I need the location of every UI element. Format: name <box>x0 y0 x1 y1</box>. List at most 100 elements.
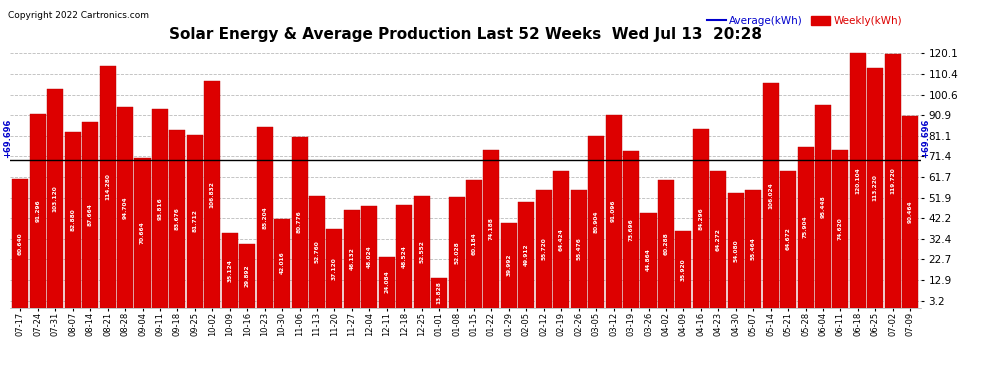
Bar <box>728 193 743 308</box>
Text: 73.696: 73.696 <box>629 218 634 241</box>
Bar <box>448 197 464 308</box>
Text: 120.104: 120.104 <box>855 167 860 194</box>
Bar <box>762 83 779 308</box>
Bar <box>396 205 412 308</box>
Bar <box>431 278 447 308</box>
Text: 64.424: 64.424 <box>558 228 563 251</box>
Bar <box>135 158 150 308</box>
Text: 70.664: 70.664 <box>140 221 145 244</box>
Text: 93.816: 93.816 <box>157 197 162 220</box>
Text: 24.084: 24.084 <box>384 271 389 293</box>
Text: 84.296: 84.296 <box>698 207 703 230</box>
Bar <box>815 105 831 308</box>
Bar <box>204 81 221 308</box>
Text: 52.760: 52.760 <box>315 240 320 263</box>
Text: 49.912: 49.912 <box>524 243 529 266</box>
Text: 35.124: 35.124 <box>228 259 233 282</box>
Text: 13.828: 13.828 <box>437 281 442 304</box>
Bar <box>745 190 761 308</box>
Bar <box>82 122 98 308</box>
Text: 64.672: 64.672 <box>786 228 791 251</box>
Text: 39.992: 39.992 <box>507 254 512 276</box>
Bar <box>256 127 272 308</box>
Bar <box>798 147 814 308</box>
Text: 81.712: 81.712 <box>192 210 197 232</box>
Text: +69.696: +69.696 <box>921 118 930 158</box>
Text: 35.920: 35.920 <box>681 258 686 281</box>
Text: 46.132: 46.132 <box>349 247 354 270</box>
Text: 74.188: 74.188 <box>489 217 494 240</box>
Bar <box>309 196 325 308</box>
Bar <box>222 233 238 308</box>
Bar <box>327 229 343 308</box>
Bar <box>902 116 919 308</box>
Text: 60.640: 60.640 <box>18 232 23 255</box>
Bar <box>291 136 308 308</box>
Bar <box>588 136 604 308</box>
Bar <box>710 171 727 308</box>
Text: 75.904: 75.904 <box>803 216 808 238</box>
Bar <box>553 171 569 308</box>
Text: 91.296: 91.296 <box>36 200 41 222</box>
Text: 74.620: 74.620 <box>838 217 842 240</box>
Text: 87.664: 87.664 <box>88 203 93 226</box>
Text: 85.204: 85.204 <box>262 206 267 229</box>
Text: 55.476: 55.476 <box>576 237 581 260</box>
Text: 44.864: 44.864 <box>646 249 651 272</box>
Text: 94.704: 94.704 <box>123 196 128 219</box>
Bar <box>693 129 709 308</box>
Text: 106.024: 106.024 <box>768 182 773 209</box>
Bar <box>169 130 185 308</box>
Bar <box>344 210 360 308</box>
Legend: Average(kWh), Weekly(kWh): Average(kWh), Weekly(kWh) <box>708 16 902 26</box>
Bar <box>780 171 796 308</box>
Text: 48.524: 48.524 <box>402 245 407 268</box>
Bar <box>379 256 395 307</box>
Bar <box>885 54 901 307</box>
Bar <box>30 114 46 308</box>
Text: 119.720: 119.720 <box>890 167 895 194</box>
Text: 91.096: 91.096 <box>611 200 616 222</box>
Text: 60.288: 60.288 <box>663 232 668 255</box>
Text: 82.880: 82.880 <box>70 209 75 231</box>
Bar <box>623 152 640 308</box>
Text: 64.272: 64.272 <box>716 228 721 251</box>
Text: +69.696: +69.696 <box>3 118 12 158</box>
Text: 113.220: 113.220 <box>873 174 878 201</box>
Bar <box>536 189 551 308</box>
Bar <box>466 180 482 308</box>
Text: 106.832: 106.832 <box>210 181 215 208</box>
Text: 114.280: 114.280 <box>105 173 110 200</box>
Bar <box>414 196 430 308</box>
Text: 80.904: 80.904 <box>594 211 599 233</box>
Bar <box>867 68 883 308</box>
Bar <box>675 231 691 308</box>
Bar <box>12 179 29 308</box>
Text: 55.720: 55.720 <box>542 237 546 260</box>
Bar <box>64 132 81 308</box>
Bar <box>117 107 133 307</box>
Bar <box>519 202 535 308</box>
Text: 42.016: 42.016 <box>279 252 284 274</box>
Text: 37.120: 37.120 <box>332 257 337 280</box>
Bar <box>833 150 848 308</box>
Bar <box>606 115 622 308</box>
Bar <box>100 66 116 308</box>
Text: 52.028: 52.028 <box>454 241 459 264</box>
Text: 83.676: 83.676 <box>175 207 180 230</box>
Text: 60.184: 60.184 <box>471 232 476 255</box>
Text: 90.464: 90.464 <box>908 200 913 223</box>
Text: Copyright 2022 Cartronics.com: Copyright 2022 Cartronics.com <box>8 11 148 20</box>
Bar <box>187 135 203 308</box>
Bar <box>151 109 168 308</box>
Text: 80.776: 80.776 <box>297 211 302 233</box>
Bar <box>570 190 587 308</box>
Text: 52.552: 52.552 <box>419 240 424 263</box>
Text: 54.080: 54.080 <box>734 239 739 262</box>
Bar <box>658 180 674 308</box>
Text: 103.120: 103.120 <box>52 185 57 212</box>
Bar <box>274 219 290 308</box>
Text: 55.464: 55.464 <box>750 237 755 260</box>
Bar <box>849 53 866 307</box>
Bar <box>48 89 63 308</box>
